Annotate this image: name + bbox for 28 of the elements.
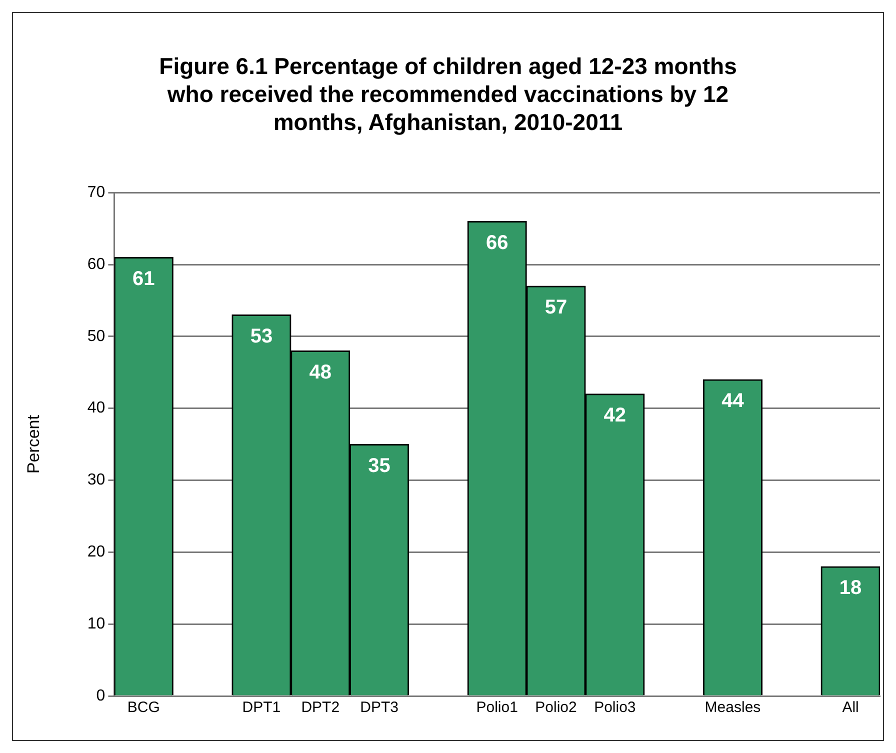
data-label: 42 <box>604 404 626 426</box>
x-tick-label: All <box>842 699 859 716</box>
y-tick-label: 10 <box>87 615 106 632</box>
x-tick-label: DPT1 <box>242 699 281 716</box>
y-tick-label: 20 <box>87 544 106 561</box>
y-tick-label: 60 <box>87 256 106 273</box>
x-tick-label: BCG <box>127 699 160 716</box>
y-tick-label: 50 <box>87 328 106 345</box>
data-label: 44 <box>722 390 745 412</box>
x-tick-label: DPT2 <box>301 699 340 716</box>
x-tick-label: Polio3 <box>594 699 636 716</box>
x-tick-label: Polio2 <box>535 699 577 716</box>
data-label: 35 <box>368 454 390 477</box>
chart-title: Figure 6.1 Percentage of children aged 12-23 months who received the recommended vaccinations by 12 months, Afghanistan, 2010-2011 <box>158 52 738 136</box>
y-axis-title: Percent <box>24 414 43 474</box>
data-label: 48 <box>309 361 332 384</box>
x-tick-label: DPT3 <box>360 699 398 716</box>
y-tick-label: 40 <box>87 400 106 417</box>
data-label: 53 <box>250 325 273 348</box>
y-tick-label: 30 <box>87 472 106 489</box>
y-tick-label: 0 <box>96 687 106 704</box>
data-label: 57 <box>544 296 568 319</box>
data-label: 18 <box>839 577 862 600</box>
data-label: 66 <box>486 232 508 254</box>
y-tick-label: 70 <box>87 184 106 202</box>
x-tick-label: Polio1 <box>476 699 518 716</box>
data-label: 61 <box>132 268 155 290</box>
x-tick-label: Measles <box>704 699 761 716</box>
